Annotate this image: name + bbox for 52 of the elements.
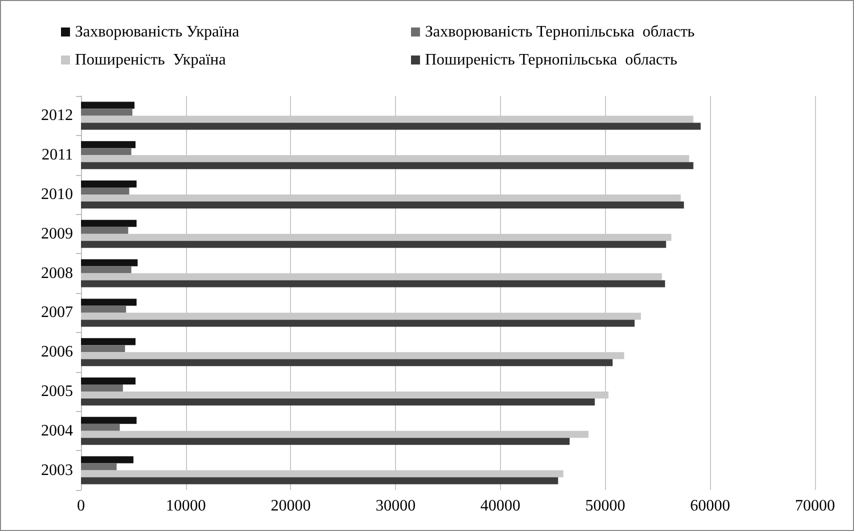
legend-label: Поширеність Україна (75, 52, 226, 68)
x-tick-label: 20000 (270, 498, 311, 514)
bar (81, 384, 123, 392)
bar (81, 338, 136, 346)
bar (81, 398, 595, 406)
y-tick-label: 2007 (41, 304, 73, 322)
x-tick-label: 30000 (376, 498, 416, 514)
bar (81, 226, 128, 234)
bar (81, 477, 558, 484)
bar (81, 102, 134, 109)
bar (81, 424, 120, 431)
x-tick-label: 60000 (690, 498, 730, 514)
bar (81, 122, 701, 130)
bar (81, 108, 132, 116)
bar (81, 438, 570, 445)
bar (81, 416, 137, 424)
bar (81, 148, 132, 156)
bar (81, 306, 126, 313)
bar (81, 298, 137, 306)
bar (81, 280, 666, 288)
bar (81, 188, 130, 194)
x-tick-label: 40000 (480, 498, 520, 514)
y-tick-label: 2012 (41, 107, 73, 124)
y-tick-label: 2010 (41, 186, 73, 203)
bar (81, 456, 134, 464)
bar (81, 259, 138, 266)
x-tick-label: 10000 (166, 498, 206, 514)
y-tick-label: 2006 (41, 344, 73, 361)
y-tick-label: 2008 (41, 264, 73, 282)
bar (81, 240, 666, 248)
y-tick-label: 2009 (41, 225, 73, 242)
x-tick-label: 0 (77, 498, 85, 514)
y-tick-label: 2011 (42, 146, 73, 164)
bar (81, 162, 694, 170)
bar (81, 345, 126, 352)
y-tick-label: 2003 (41, 462, 73, 479)
bar (81, 359, 613, 366)
legend-label: Захворюваність Тернопільська область (425, 24, 695, 40)
bar (81, 141, 136, 148)
legend-label: Поширеність Тернопільська область (425, 52, 678, 68)
bar (81, 202, 684, 208)
bar (81, 378, 136, 384)
bar (81, 220, 137, 227)
y-tick-label: 2005 (41, 383, 73, 400)
x-tick-label: 50000 (585, 498, 626, 514)
bar (81, 320, 635, 327)
x-tick-label: 70000 (795, 498, 835, 514)
bar (81, 266, 132, 274)
y-tick-label: 2004 (41, 422, 73, 440)
bar (81, 463, 117, 470)
legend-label: Захворюваність Україна (75, 24, 240, 40)
bar (81, 180, 137, 188)
